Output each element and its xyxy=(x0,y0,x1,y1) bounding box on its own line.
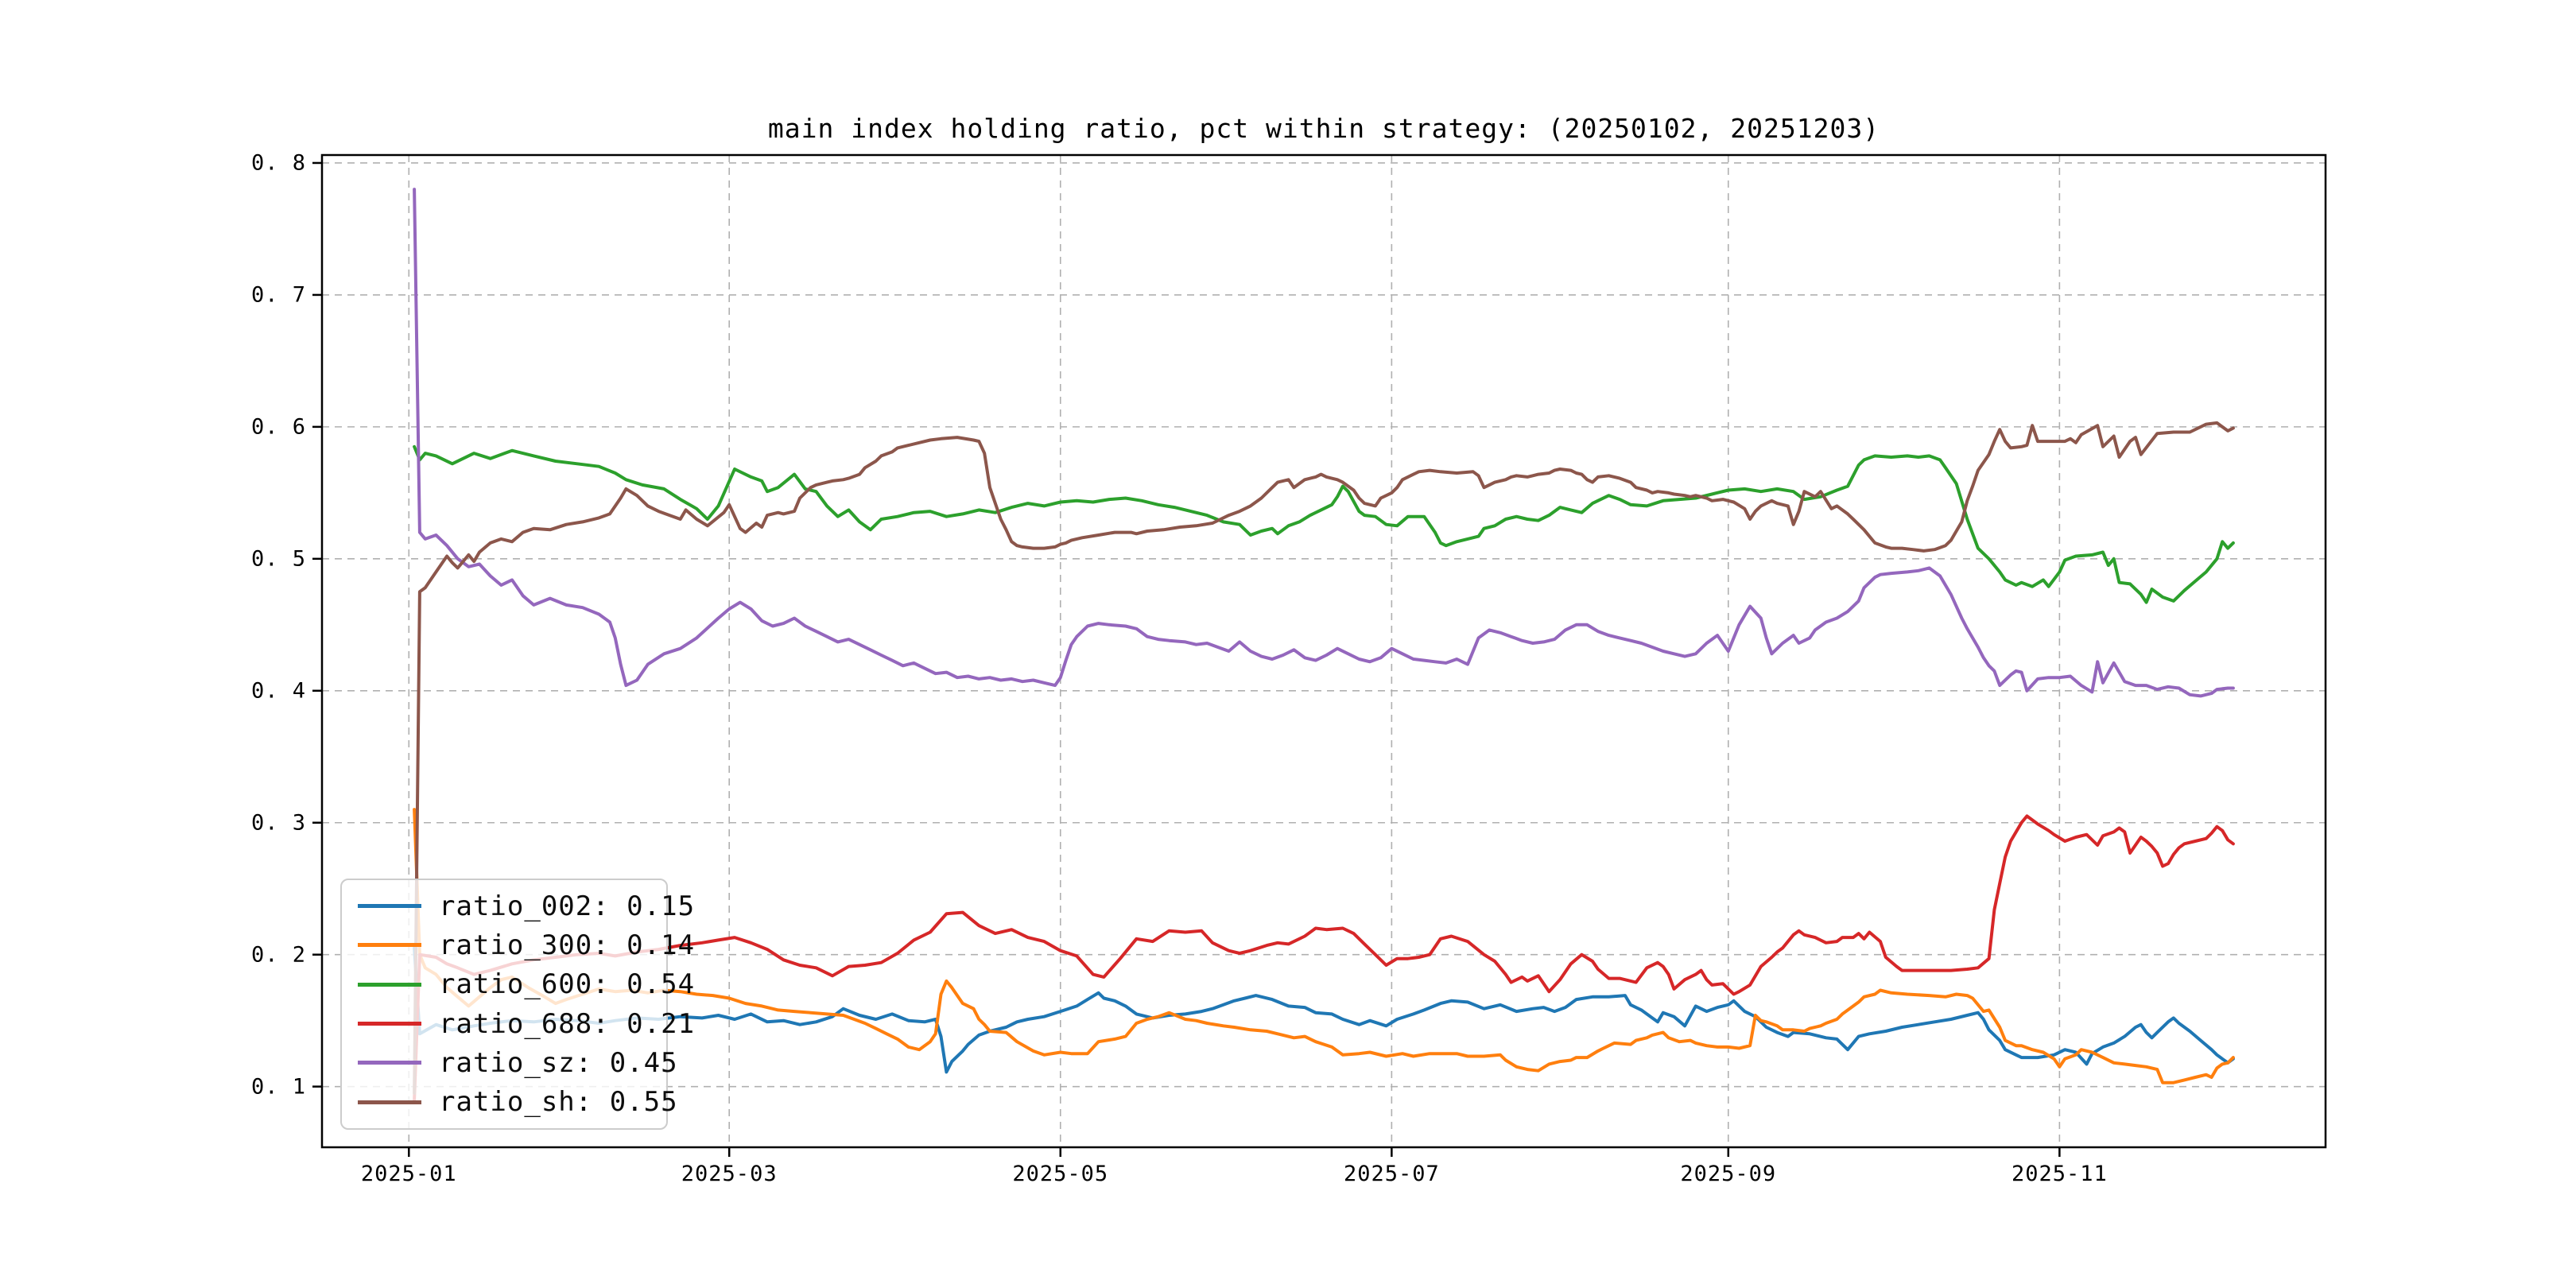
chart-title: main index holding ratio, pct within str… xyxy=(767,113,1880,144)
legend-label: ratio_sz: 0.45 xyxy=(439,1046,678,1079)
legend-line-swatch xyxy=(358,1061,421,1065)
legend: ratio_002: 0.15 ratio_300: 0.14 ratio_600:… xyxy=(340,879,694,1130)
y-tick-label: 0. 7 xyxy=(250,282,306,308)
legend-label: ratio_sh: 0.55 xyxy=(439,1086,678,1119)
series-line-ratio_sz xyxy=(413,188,2235,698)
legend-line-swatch xyxy=(358,904,421,909)
legend-line-swatch xyxy=(358,943,421,948)
y-tick-label: 0. 6 xyxy=(250,414,306,440)
legend-entry-ratio_688: ratio_688: 0.21 xyxy=(342,1006,694,1042)
legend-line-swatch xyxy=(358,1022,421,1026)
series-line-ratio_002 xyxy=(413,946,2235,1074)
y-tick-label: 0. 2 xyxy=(250,942,306,968)
legend-entry-ratio_sz: ratio_sz: 0.45 xyxy=(342,1045,677,1081)
x-tick-label: 2025-03 xyxy=(681,1162,778,1186)
x-tick-label: 2025-09 xyxy=(1680,1162,1777,1186)
legend-entry-ratio_600: ratio_600: 0.54 xyxy=(342,966,694,1003)
y-tick-label: 0. 1 xyxy=(250,1074,306,1100)
x-tick-label: 2025-11 xyxy=(2011,1162,2108,1186)
legend-line-swatch xyxy=(358,1100,421,1104)
series-line-ratio_600 xyxy=(413,444,2235,604)
x-tick-label: 2025-01 xyxy=(360,1162,457,1186)
legend-label: ratio_688: 0.21 xyxy=(439,1007,696,1040)
legend-label: ratio_600: 0.54 xyxy=(439,968,696,1001)
legend-entry-ratio_300: ratio_300: 0.14 xyxy=(342,927,694,964)
legend-label: ratio_300: 0.14 xyxy=(439,929,696,961)
legend-entry-ratio_002: ratio_002: 0.15 xyxy=(342,888,694,925)
series-line-ratio_sh xyxy=(413,421,2235,1095)
series-line-ratio_688 xyxy=(413,814,2235,1102)
legend-label: ratio_002: 0.15 xyxy=(439,890,696,922)
y-tick-label: 0. 4 xyxy=(250,678,306,704)
legend-entry-ratio_sh: ratio_sh: 0.55 xyxy=(342,1084,677,1120)
x-tick-label: 2025-05 xyxy=(1012,1162,1109,1186)
y-tick-label: 0. 5 xyxy=(250,546,306,572)
series-line-ratio_300 xyxy=(413,808,2235,1084)
axes-spines xyxy=(320,153,2327,1149)
legend-line-swatch xyxy=(358,982,421,987)
x-tick-label: 2025-07 xyxy=(1343,1162,1440,1186)
y-tick-label: 0. 3 xyxy=(250,810,306,836)
y-tick-label: 0. 8 xyxy=(250,150,306,176)
